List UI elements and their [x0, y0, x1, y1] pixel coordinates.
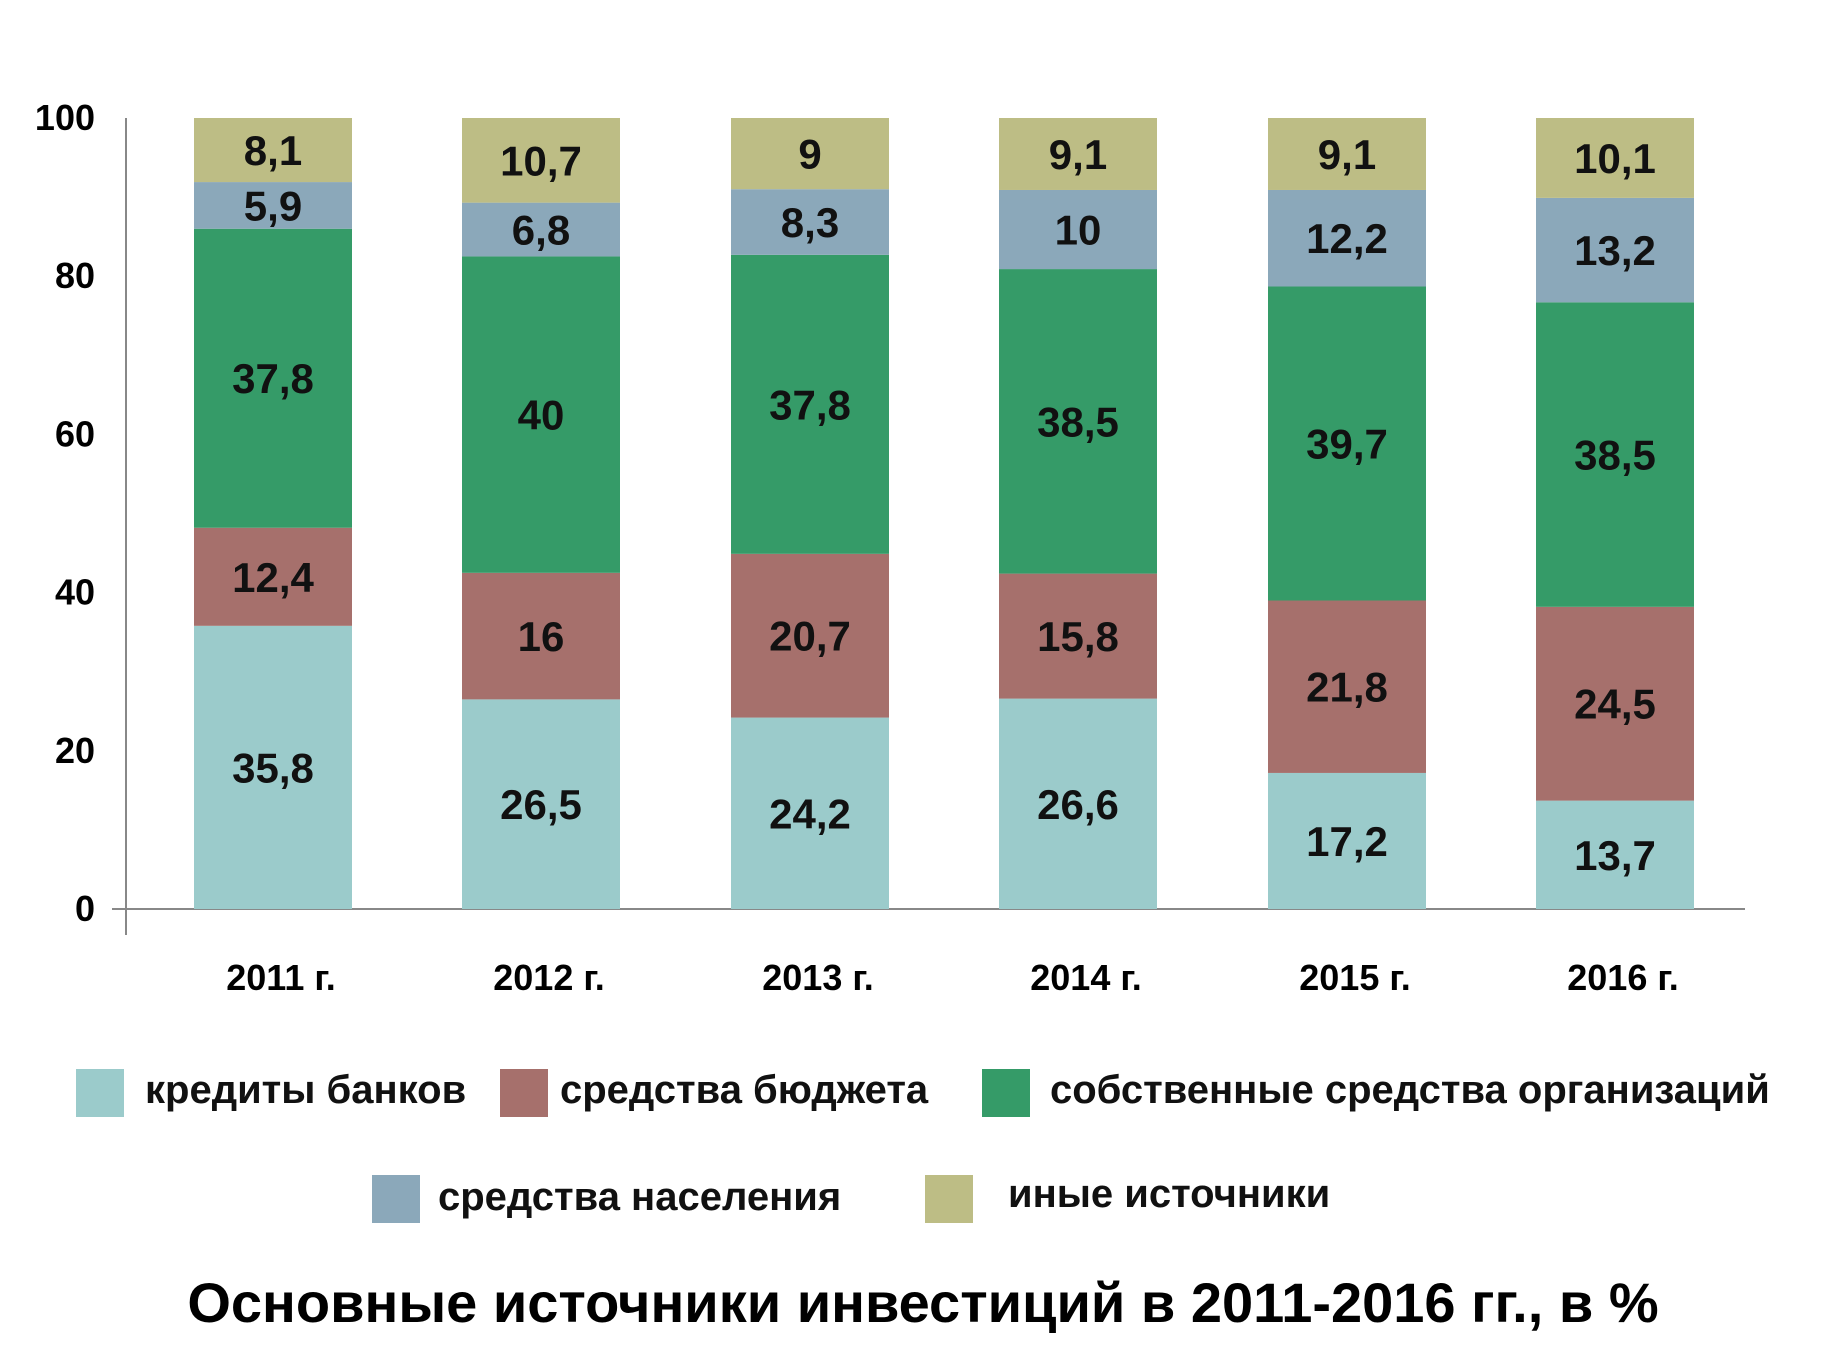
bar-segment	[1536, 302, 1694, 607]
bar-segment	[1536, 118, 1694, 198]
data-label: 24,5	[1574, 681, 1656, 728]
bar-segment	[462, 256, 620, 573]
data-label: 38,5	[1574, 432, 1656, 479]
data-label: 35,8	[232, 744, 314, 791]
bar-segment	[1268, 772, 1426, 909]
data-label: 12,2	[1306, 215, 1388, 262]
y-tick-label: 0	[75, 888, 95, 929]
bar-segment	[731, 118, 889, 190]
axes	[112, 118, 1745, 935]
data-label: 37,8	[232, 355, 314, 402]
data-label: 5,9	[244, 182, 302, 229]
data-label: 13,2	[1574, 227, 1656, 274]
legend-swatch	[982, 1069, 1030, 1117]
bars	[194, 118, 1694, 909]
bar-segment	[462, 572, 620, 700]
data-label: 37,8	[769, 381, 851, 428]
data-label: 9	[798, 131, 821, 178]
bar-labels: 35,8 12,4 37,8 5,9 8,1 26,5 16 40 6,8 10,7 24,2 20,…	[232, 127, 1656, 879]
bar-segment	[1536, 606, 1694, 801]
data-label: 38,5	[1037, 398, 1119, 445]
legend-label: средства населения	[438, 1175, 841, 1219]
legend-item: средства населения	[372, 1175, 841, 1223]
data-label: 24,2	[769, 790, 851, 837]
bar-segment	[731, 553, 889, 718]
bar-segment	[194, 527, 352, 626]
data-label: 39,7	[1306, 420, 1388, 467]
bar-segment	[1268, 189, 1426, 287]
y-axis-ticks: 0 20 40 60 80 100	[35, 97, 95, 929]
data-label: 9,1	[1318, 131, 1376, 178]
y-tick-label: 40	[55, 572, 95, 613]
data-label: 10,7	[500, 137, 582, 184]
data-label: 6,8	[512, 207, 570, 254]
bar-segment	[194, 228, 352, 528]
bar-segment	[194, 118, 352, 183]
legend-swatch	[372, 1175, 420, 1223]
bar-segment	[999, 269, 1157, 574]
legend-label: кредиты банков	[145, 1068, 466, 1112]
bar-segment	[462, 118, 620, 203]
data-label: 10,1	[1574, 135, 1656, 182]
x-tick-label: 2016 г.	[1567, 957, 1678, 998]
bar-segment	[999, 118, 1157, 190]
x-tick-label: 2015 г.	[1299, 957, 1410, 998]
data-label: 21,8	[1306, 664, 1388, 711]
data-label: 16	[518, 613, 565, 660]
bar-segment	[1268, 286, 1426, 601]
y-tick-label: 80	[55, 255, 95, 296]
data-label: 10	[1055, 207, 1102, 254]
legend-swatch	[925, 1175, 973, 1223]
data-label: 9,1	[1049, 131, 1107, 178]
legend: кредиты банков средства бюджета собственны…	[76, 1068, 1770, 1223]
bar-segment	[731, 254, 889, 554]
data-label: 8,3	[781, 199, 839, 246]
legend-label: собственные средства организаций	[1050, 1068, 1770, 1112]
x-axis-ticks: 2011 г. 2012 г. 2013 г. 2014 г. 2015 г. 2016 …	[226, 957, 1678, 998]
x-tick-label: 2012 г.	[493, 957, 604, 998]
bar-segment	[462, 202, 620, 257]
data-label: 26,5	[500, 781, 582, 828]
bar-segment	[194, 625, 352, 909]
data-label: 20,7	[769, 613, 851, 660]
bar-segment	[1536, 197, 1694, 303]
x-tick-label: 2014 г.	[1030, 957, 1141, 998]
legend-item: кредиты банков	[76, 1068, 466, 1117]
chart-title: Основные источники инвестиций в 2011-201…	[187, 1271, 1658, 1334]
data-label: 40	[518, 392, 565, 439]
x-tick-label: 2013 г.	[762, 957, 873, 998]
legend-swatch	[500, 1069, 548, 1117]
bar-segment	[194, 182, 352, 229]
legend-item: собственные средства организаций	[982, 1068, 1770, 1117]
bar-segment	[462, 699, 620, 909]
bar-segment	[1268, 600, 1426, 773]
legend-item: иные источники	[925, 1172, 1330, 1223]
data-label: 13,7	[1574, 832, 1656, 879]
legend-item: средства бюджета	[500, 1068, 929, 1117]
bar-segment	[999, 573, 1157, 699]
y-tick-label: 20	[55, 730, 95, 771]
bar-segment	[731, 189, 889, 255]
data-label: 17,2	[1306, 818, 1388, 865]
bar-segment	[999, 189, 1157, 270]
y-tick-label: 60	[55, 413, 95, 454]
x-tick-label: 2011 г.	[226, 957, 336, 998]
legend-swatch	[76, 1069, 124, 1117]
data-label: 8,1	[244, 127, 302, 174]
data-label: 26,6	[1037, 781, 1119, 828]
bar-segment	[1268, 118, 1426, 190]
data-label: 12,4	[232, 554, 314, 601]
legend-label: иные источники	[1008, 1172, 1330, 1216]
data-label: 15,8	[1037, 613, 1119, 660]
y-tick-label: 100	[35, 97, 95, 138]
legend-label: средства бюджета	[560, 1068, 929, 1112]
bar-segment	[999, 698, 1157, 909]
bar-segment	[731, 717, 889, 909]
bar-segment	[1536, 800, 1694, 909]
